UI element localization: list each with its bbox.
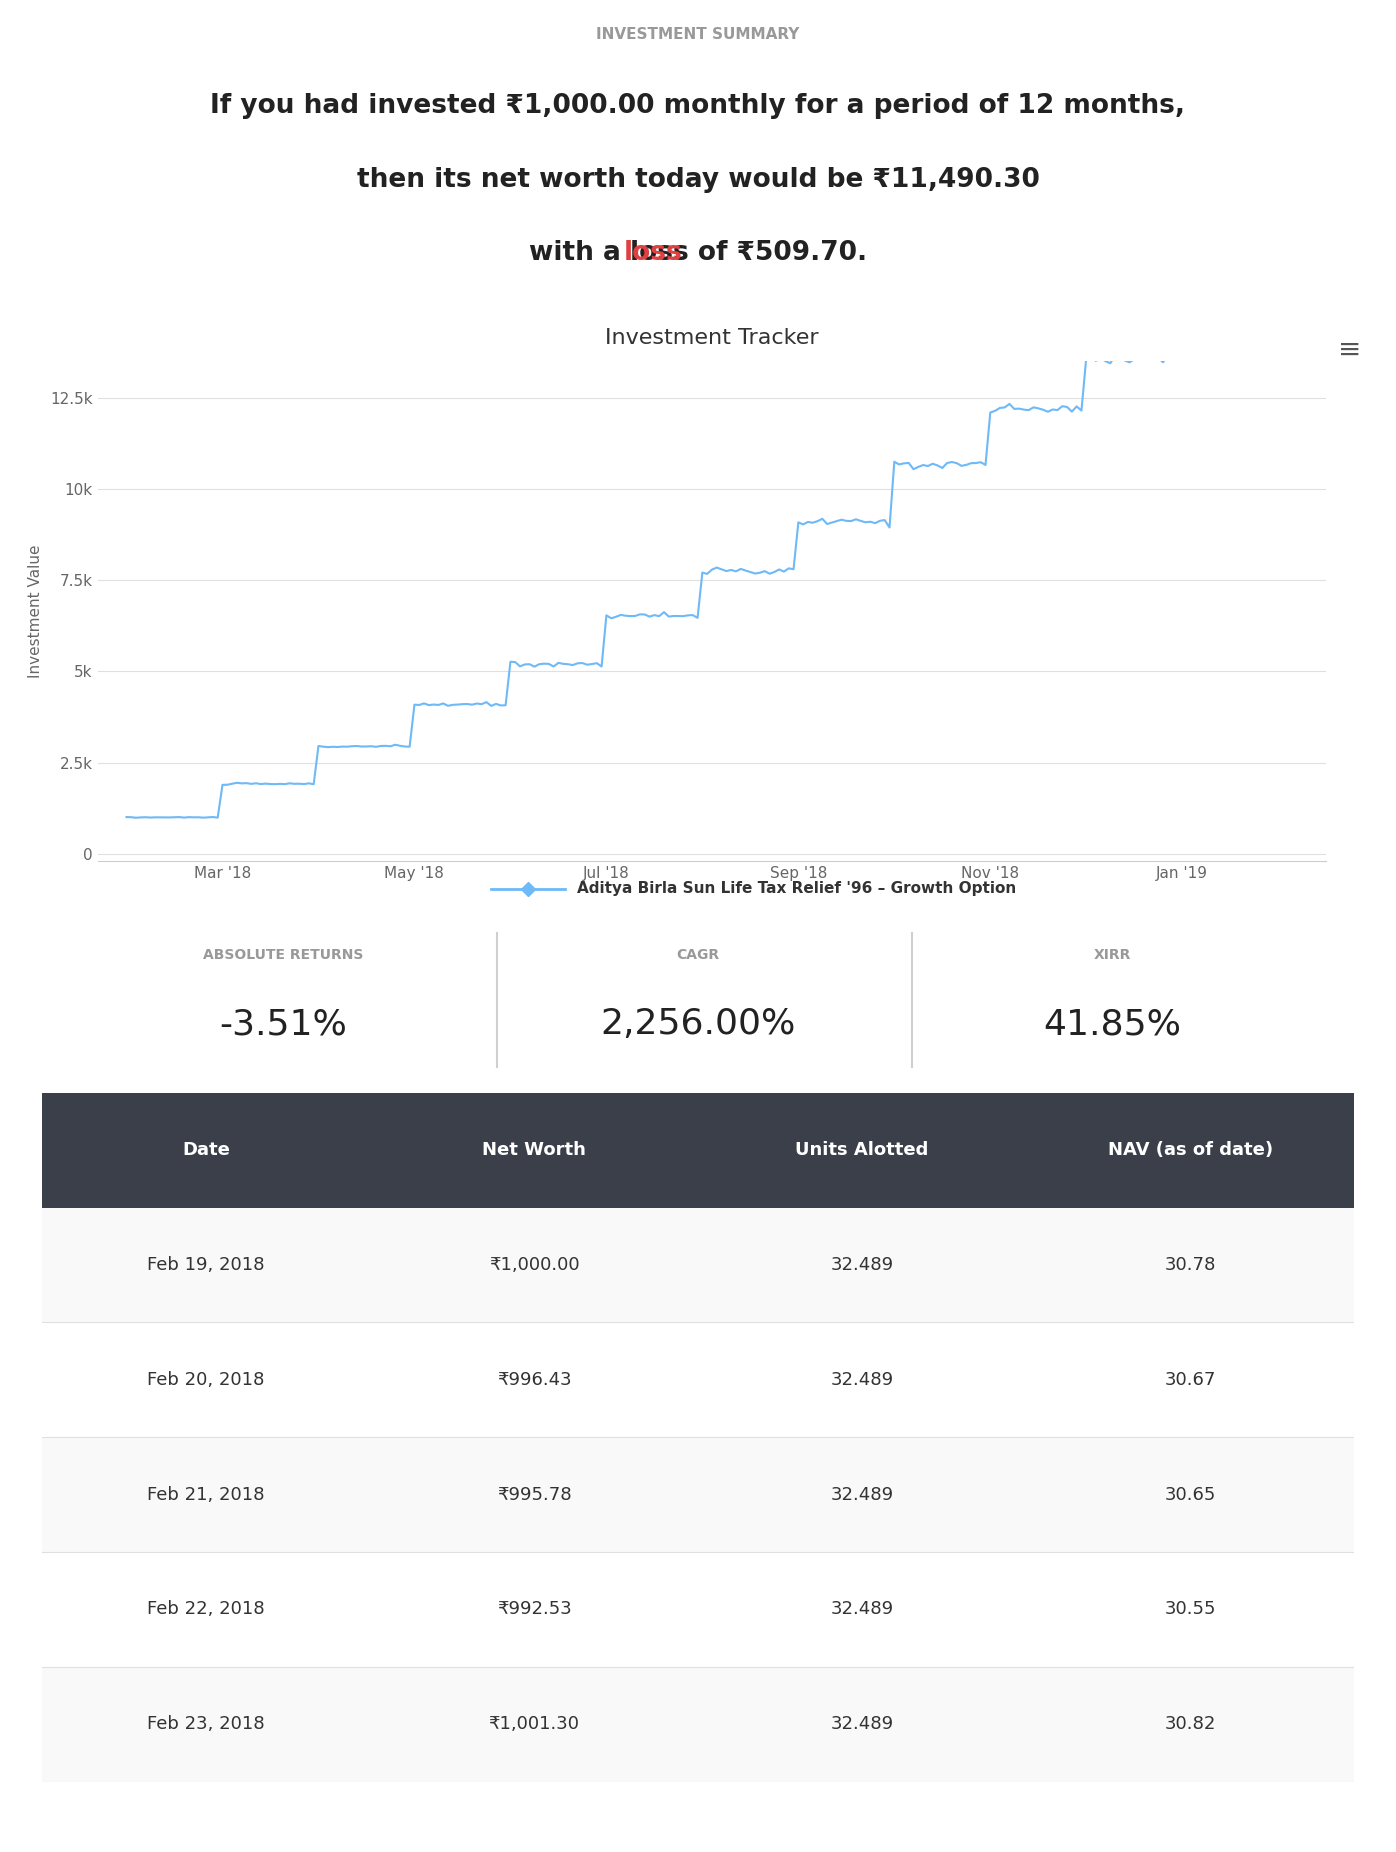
Text: -3.51%: -3.51%: [219, 1007, 348, 1041]
Text: ABSOLUTE RETURNS: ABSOLUTE RETURNS: [204, 948, 363, 963]
Text: Aditya Birla Sun Life Tax Relief '96 – Growth Option: Aditya Birla Sun Life Tax Relief '96 – G…: [577, 882, 1016, 896]
Text: Units Alotted: Units Alotted: [796, 1141, 928, 1159]
Text: 30.65: 30.65: [1164, 1485, 1216, 1504]
Bar: [42, 1093, 1354, 1208]
Text: ₹1,001.30: ₹1,001.30: [489, 1715, 579, 1733]
Text: Feb 23, 2018: Feb 23, 2018: [147, 1715, 265, 1733]
Y-axis label: Investment Value: Investment Value: [28, 544, 43, 678]
Text: Feb 19, 2018: Feb 19, 2018: [147, 1256, 265, 1274]
Text: Net Worth: Net Worth: [482, 1141, 586, 1159]
Text: then its net worth today would be ₹11,490.30: then its net worth today would be ₹11,49…: [356, 167, 1040, 193]
Text: ₹1,000.00: ₹1,000.00: [489, 1256, 579, 1274]
Bar: [42, 1667, 1354, 1782]
Text: ₹996.43: ₹996.43: [497, 1370, 571, 1389]
Text: ₹995.78: ₹995.78: [497, 1485, 571, 1504]
Text: 30.78: 30.78: [1164, 1256, 1216, 1274]
Text: NAV (as of date): NAV (as of date): [1107, 1141, 1273, 1159]
Text: 30.67: 30.67: [1164, 1370, 1216, 1389]
Text: loss: loss: [623, 241, 683, 267]
Bar: [42, 1552, 1354, 1667]
Bar: [42, 1208, 1354, 1322]
Text: ≡: ≡: [1339, 335, 1361, 365]
Text: with a loss of ₹509.70.: with a loss of ₹509.70.: [529, 241, 867, 267]
Text: INVESTMENT SUMMARY: INVESTMENT SUMMARY: [596, 26, 800, 41]
Text: 32.489: 32.489: [831, 1485, 893, 1504]
Text: 32.489: 32.489: [831, 1256, 893, 1274]
Bar: [42, 1322, 1354, 1437]
Text: Date: Date: [181, 1141, 230, 1159]
Text: 32.489: 32.489: [831, 1370, 893, 1389]
Text: If you had invested ₹1,000.00 monthly for a period of 12 months,: If you had invested ₹1,000.00 monthly fo…: [211, 93, 1185, 119]
Text: Feb 21, 2018: Feb 21, 2018: [147, 1485, 265, 1504]
Text: 30.55: 30.55: [1164, 1600, 1216, 1619]
Text: Feb 22, 2018: Feb 22, 2018: [147, 1600, 265, 1619]
Text: 32.489: 32.489: [831, 1600, 893, 1619]
Text: 32.489: 32.489: [831, 1715, 893, 1733]
Text: Feb 20, 2018: Feb 20, 2018: [147, 1370, 265, 1389]
Text: ₹992.53: ₹992.53: [497, 1600, 571, 1619]
Title: Investment Tracker: Investment Tracker: [604, 328, 819, 348]
Text: 41.85%: 41.85%: [1044, 1007, 1181, 1041]
Text: CAGR: CAGR: [677, 948, 719, 963]
Text: XIRR: XIRR: [1094, 948, 1131, 963]
Text: 30.82: 30.82: [1164, 1715, 1216, 1733]
Bar: [42, 1437, 1354, 1552]
Text: 2,256.00%: 2,256.00%: [600, 1007, 796, 1041]
